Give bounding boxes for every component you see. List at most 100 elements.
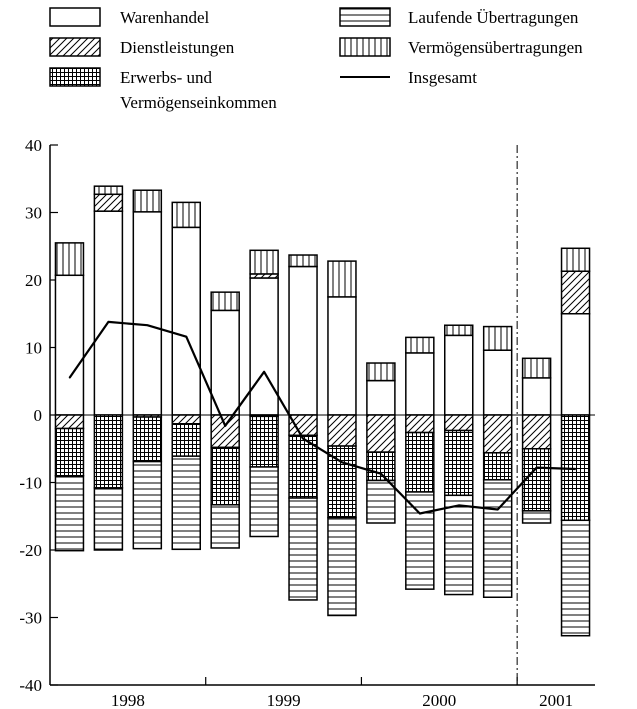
legend-item-warenhandel: Warenhandel bbox=[49, 7, 210, 27]
total-point-3 bbox=[185, 336, 187, 338]
bar-laufend-neg-13 bbox=[560, 519, 591, 637]
bar-dienst-pos-1 bbox=[93, 193, 124, 212]
total-point-12 bbox=[536, 467, 538, 469]
bar-laufend-neg-10 bbox=[444, 494, 474, 596]
bar-erwerb-neg-9 bbox=[405, 431, 435, 493]
bar-erwerb-neg-2 bbox=[132, 416, 163, 463]
bar-vermoegen-pos-6 bbox=[288, 254, 318, 268]
legend-item-dienstleistungen: Dienstleistungen bbox=[49, 37, 235, 57]
total-point-13 bbox=[574, 468, 577, 470]
bar-dienst-neg-6 bbox=[288, 414, 318, 436]
x-year-label-1999: 1999 bbox=[267, 691, 301, 709]
bar-dienst-neg-12 bbox=[521, 414, 552, 450]
bar-erwerb-neg-0 bbox=[54, 427, 85, 477]
legend-label-vermoegensuebertragungen: Vermögensübertragungen bbox=[408, 38, 583, 57]
bar-vermoegen-pos-5 bbox=[249, 249, 279, 275]
bar-erwerb-neg-4 bbox=[210, 446, 240, 506]
bar-vermoegen-pos-9 bbox=[405, 336, 435, 354]
bar-erwerb-neg-1 bbox=[93, 414, 124, 489]
legend-item-vermoegensuebertragungen: Vermögensübertragungen bbox=[339, 37, 583, 57]
bar-laufend-neg-5 bbox=[249, 466, 279, 538]
bar-dienst-neg-8 bbox=[366, 414, 396, 453]
bar-erwerb-neg-12 bbox=[521, 448, 552, 512]
chart-legend: Warenhandel Dienstleistungen Erwerbs- un… bbox=[49, 7, 583, 112]
total-point-8 bbox=[380, 473, 382, 475]
legend-label-insgesamt: Insgesamt bbox=[408, 68, 477, 87]
legend-label-erwerbs-line2: Vermögenseinkommen bbox=[120, 93, 277, 112]
stacked-bars bbox=[54, 185, 591, 637]
bar-laufend-neg-12 bbox=[521, 510, 552, 524]
bar-vermoegen-pos-0 bbox=[54, 242, 85, 277]
total-point-2 bbox=[146, 324, 148, 326]
bar-vermoegen-pos-11 bbox=[482, 325, 513, 351]
bar-waren-pos-1 bbox=[93, 210, 124, 416]
bar-dienst-neg-3 bbox=[171, 414, 201, 425]
bar-waren-pos-9 bbox=[405, 352, 435, 416]
total-point-5 bbox=[263, 371, 265, 373]
total-point-4 bbox=[224, 425, 226, 427]
bar-waren-pos-3 bbox=[171, 226, 201, 416]
bar-dienst-neg-4 bbox=[210, 414, 240, 449]
y-tick-label-0: 40 bbox=[25, 136, 42, 155]
bar-waren-pos-2 bbox=[132, 211, 163, 416]
y-tick-label-3: 10 bbox=[25, 339, 42, 358]
total-point-7 bbox=[341, 461, 343, 463]
legend-swatch-erwerbs-vermoegenseinkommen bbox=[49, 67, 101, 87]
legend-swatch-vermoegensuebertragungen bbox=[339, 37, 391, 57]
bar-waren-pos-12 bbox=[521, 377, 552, 416]
total-line bbox=[68, 320, 577, 515]
bar-laufend-neg-6 bbox=[288, 497, 318, 601]
legend-swatch-laufende-uebertragungen bbox=[339, 7, 391, 27]
legend-label-warenhandel: Warenhandel bbox=[120, 8, 210, 27]
bar-laufend-neg-3 bbox=[171, 455, 201, 551]
x-year-label-2001: 2001 bbox=[539, 691, 573, 709]
bar-laufend-neg-7 bbox=[327, 516, 357, 617]
total-point-0 bbox=[68, 377, 71, 379]
y-tick-label-7: -30 bbox=[19, 609, 42, 628]
bar-dienst-neg-7 bbox=[327, 414, 357, 447]
legend-swatch-warenhandel bbox=[49, 7, 101, 27]
y-tick-label-2: 20 bbox=[25, 271, 42, 290]
legend-item-erwerbs-vermoegenseinkommen: Erwerbs- und Vermögenseinkommen bbox=[49, 67, 277, 112]
bar-waren-pos-13 bbox=[560, 313, 591, 416]
legend-label-laufende-uebertragungen: Laufende Übertragungen bbox=[408, 8, 579, 27]
bar-waren-pos-8 bbox=[366, 379, 396, 416]
total-point-6 bbox=[302, 438, 304, 440]
total-point-10 bbox=[458, 504, 460, 507]
total-point-11 bbox=[497, 508, 499, 511]
bar-erwerb-neg-6 bbox=[288, 434, 318, 499]
bar-vermoegen-pos-13 bbox=[560, 247, 591, 272]
bar-erwerb-neg-5 bbox=[249, 415, 279, 468]
y-tick-label-6: -20 bbox=[19, 541, 42, 560]
bar-dienst-neg-0 bbox=[54, 414, 85, 430]
bar-vermoegen-pos-10 bbox=[444, 324, 474, 337]
total-point-9 bbox=[419, 512, 421, 515]
total-line-path bbox=[68, 320, 576, 515]
bar-erwerb-neg-11 bbox=[482, 452, 513, 481]
bar-vermoegen-pos-12 bbox=[521, 357, 552, 379]
legend-label-dienstleistungen: Dienstleistungen bbox=[120, 38, 235, 57]
legend-label-erwerbs-line1: Erwerbs- und bbox=[120, 68, 213, 87]
total-point-1 bbox=[107, 321, 109, 323]
x-year-label-2000: 2000 bbox=[422, 691, 456, 709]
bar-vermoegen-pos-3 bbox=[171, 201, 201, 229]
bar-laufend-neg-1 bbox=[93, 487, 124, 551]
y-tick-label-1: 30 bbox=[25, 204, 42, 223]
y-tick-label-8: -40 bbox=[19, 676, 42, 695]
bar-erwerb-neg-3 bbox=[171, 423, 201, 457]
bar-erwerb-neg-10 bbox=[444, 429, 474, 497]
bar-erwerb-neg-7 bbox=[327, 445, 357, 519]
bar-laufend-neg-9 bbox=[405, 491, 435, 590]
bar-laufend-neg-4 bbox=[210, 504, 240, 549]
bar-waren-pos-10 bbox=[444, 334, 474, 416]
y-tick-label-5: -10 bbox=[19, 474, 42, 493]
bar-dienst-pos-13 bbox=[560, 270, 591, 315]
bar-vermoegen-pos-4 bbox=[210, 291, 240, 312]
bar-laufend-neg-0 bbox=[54, 475, 85, 552]
bar-laufend-neg-2 bbox=[132, 460, 163, 550]
bar-waren-pos-11 bbox=[482, 349, 513, 416]
bar-waren-pos-4 bbox=[210, 309, 240, 416]
legend-swatch-dienstleistungen bbox=[49, 37, 101, 57]
bar-dienst-neg-9 bbox=[405, 414, 435, 434]
